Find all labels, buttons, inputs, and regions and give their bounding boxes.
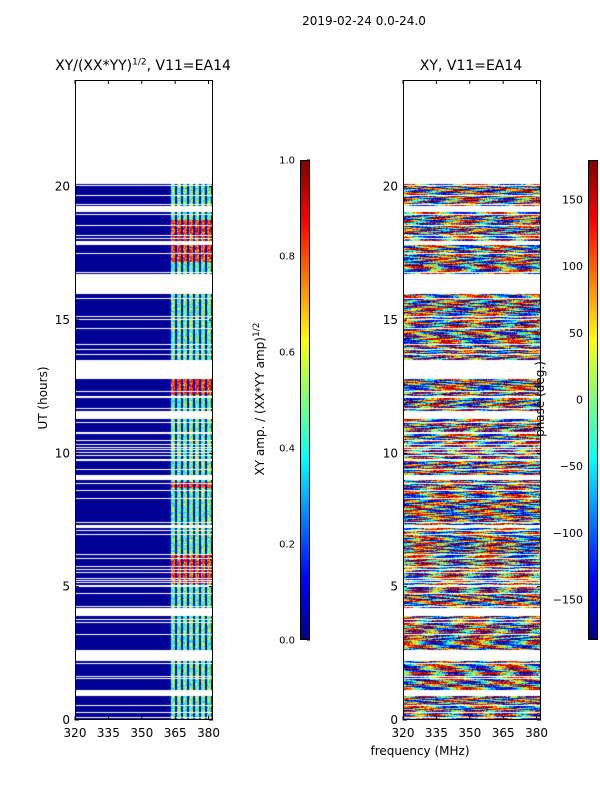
right-panel-title: XY, V11=EA14 bbox=[371, 58, 571, 74]
right-cbar-tick-label-6: 150 bbox=[562, 194, 583, 207]
x-axis-label: frequency (MHz) bbox=[370, 744, 470, 758]
left-colorbar-gradient bbox=[301, 161, 309, 639]
right-heatmap-plot bbox=[403, 80, 541, 720]
right-colorbar-gradient bbox=[589, 161, 597, 639]
left-heatmap-canvas bbox=[76, 81, 212, 719]
left-ytick-label-1: 5 bbox=[62, 580, 70, 594]
right-cbar-tick-label-2: −50 bbox=[560, 460, 583, 473]
left-xtick-label-4: 380 bbox=[197, 726, 220, 740]
right-heatmap-canvas bbox=[404, 81, 540, 719]
right-colorbar-label: phase (deg.) bbox=[533, 361, 547, 437]
right-cbar-tick-label-1: −100 bbox=[553, 527, 583, 540]
right-colorbar bbox=[588, 160, 598, 640]
left-title-suffix: , V11=EA14 bbox=[146, 58, 231, 74]
right-xtick-label-0: 320 bbox=[392, 726, 415, 740]
left-ytick-label-3: 15 bbox=[55, 313, 70, 327]
left-cbar-tick-label-3: 0.6 bbox=[279, 348, 295, 359]
right-cbar-tick-label-5: 100 bbox=[562, 260, 583, 273]
right-cbar-tick-label-3: 0 bbox=[576, 394, 583, 407]
left-cbar-tick-label-0: 0.0 bbox=[279, 636, 295, 647]
left-colorbar bbox=[300, 160, 310, 640]
left-ytick-label-2: 10 bbox=[55, 446, 70, 460]
right-xtick-label-3: 365 bbox=[492, 726, 515, 740]
left-xtick-label-1: 335 bbox=[97, 726, 120, 740]
right-ytick-label-3: 15 bbox=[383, 313, 398, 327]
right-ytick-label-2: 10 bbox=[383, 446, 398, 460]
left-xtick-label-2: 350 bbox=[130, 726, 153, 740]
left-panel-title: XY/(XX*YY)1/2, V11=EA14 bbox=[40, 58, 246, 74]
right-ytick-label-1: 5 bbox=[390, 580, 398, 594]
right-xtick-label-4: 380 bbox=[525, 726, 548, 740]
left-xtick-label-0: 320 bbox=[64, 726, 87, 740]
left-title-main: XY/(XX*YY) bbox=[55, 58, 133, 74]
right-title-main: XY, V11=EA14 bbox=[419, 58, 523, 74]
right-xtick-label-2: 350 bbox=[458, 726, 481, 740]
left-cbar-tick-label-5: 1.0 bbox=[279, 156, 295, 167]
right-ytick-label-0: 0 bbox=[390, 713, 398, 727]
right-cbar-tick-label-4: 50 bbox=[569, 327, 583, 340]
left-cbar-tick-label-2: 0.4 bbox=[279, 444, 295, 455]
right-cbar-tick-label-0: −150 bbox=[553, 594, 583, 607]
left-ytick-label-0: 0 bbox=[62, 713, 70, 727]
left-heatmap-plot bbox=[75, 80, 213, 720]
left-cbar-tick-label-1: 0.2 bbox=[279, 540, 295, 551]
figure-suptitle: 2019-02-24 0.0-24.0 bbox=[302, 14, 426, 28]
left-title-exp: 1/2 bbox=[132, 57, 147, 68]
right-xtick-label-1: 335 bbox=[425, 726, 448, 740]
left-cbar-tick-label-4: 0.8 bbox=[279, 252, 295, 263]
left-xtick-label-3: 365 bbox=[164, 726, 187, 740]
left-ytick-label-4: 20 bbox=[55, 180, 70, 194]
right-ytick-label-4: 20 bbox=[383, 180, 398, 194]
